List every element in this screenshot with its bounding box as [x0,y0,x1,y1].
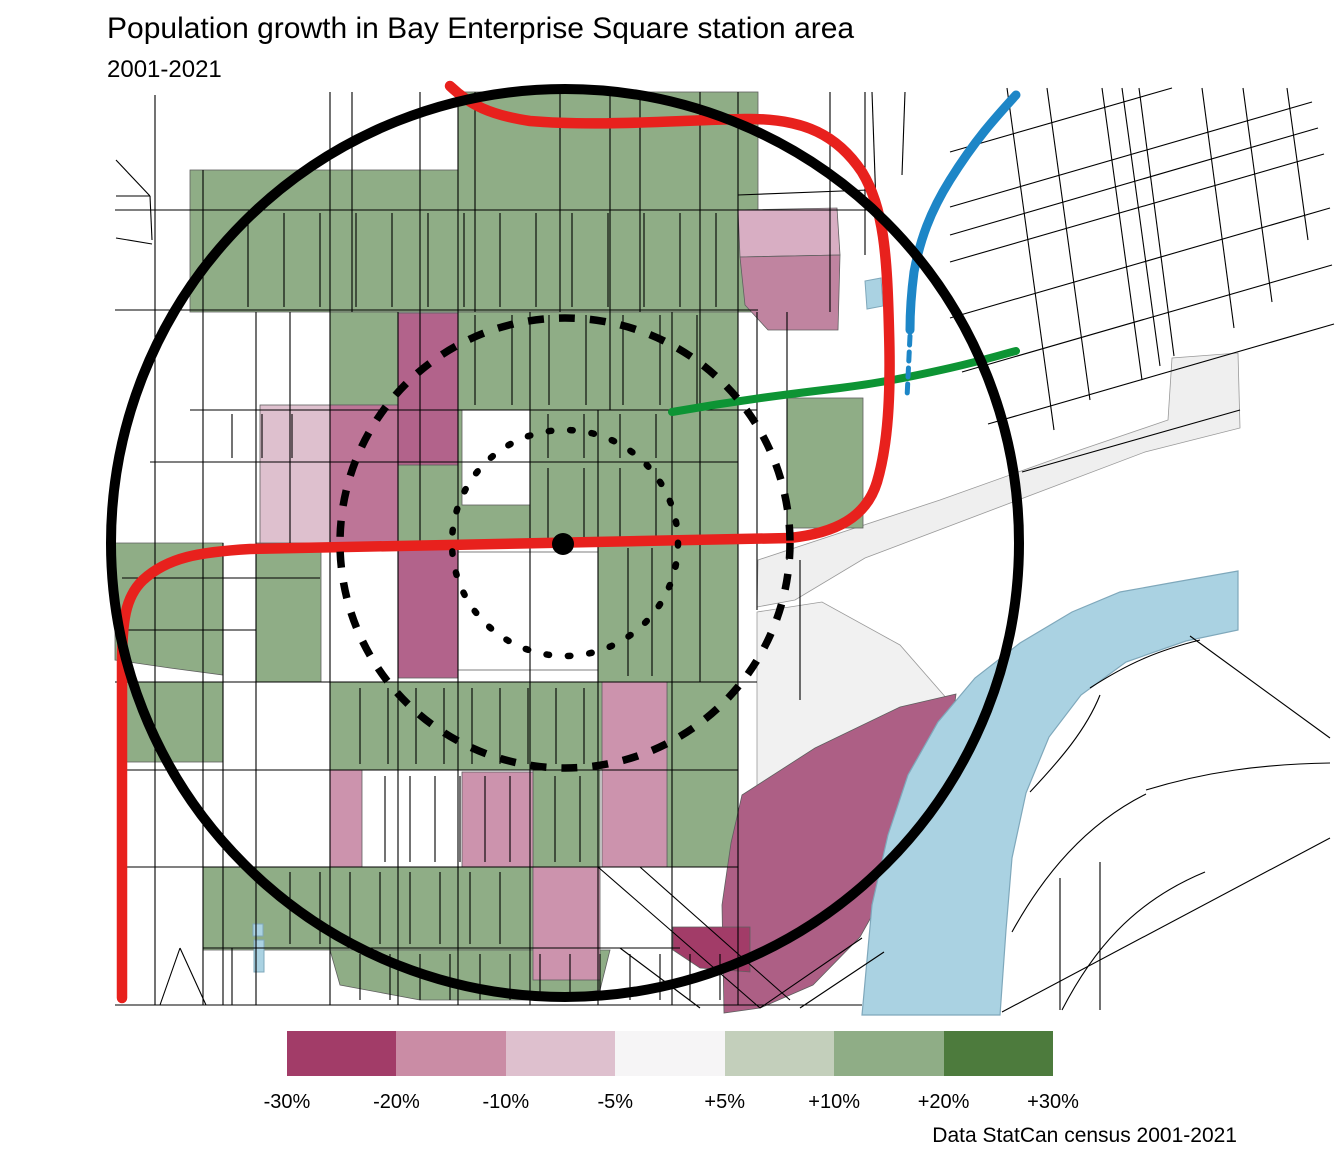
legend-label: -20% [373,1091,420,1113]
outer-ring [106,84,1024,1002]
growth-area-sw-1 [255,542,322,683]
growth-area-south-4 [532,769,601,868]
red-transit-line [116,80,895,1004]
distance-rings [106,84,1024,1002]
page-subtitle: 2001-2021 [107,56,222,83]
pond-2 [252,923,264,937]
data-source-attribution: Data StatCan census 2001-2021 [932,1124,1237,1147]
river [861,570,1239,1016]
blue-transit-line-tunnel [904,333,913,401]
legend-label: +20% [917,1091,970,1113]
station-marker [552,533,574,555]
growth-area-south-3 [666,681,739,771]
legend-swatch-1 [287,1031,397,1076]
legend-swatch-5 [724,1031,835,1076]
legend-label: -5% [597,1091,634,1113]
legend-label: +30% [1027,1091,1079,1113]
rail-corridor-area [756,352,1241,608]
growth-area-south-6 [202,866,534,951]
legend-swatch-4 [615,1031,725,1076]
growth-area-mid-col [329,311,399,406]
growth-area-south-2 [329,681,608,771]
legend-label: +5% [704,1091,745,1113]
legend-labels: -30% -20% -10% -5% +5% +10% +20% +30% [264,1091,1079,1117]
inner-ring-dotted [448,426,682,660]
legend-swatch-7 [943,1031,1053,1076]
decline-area-ne-dark [739,254,841,331]
growth-area-south-5 [666,769,739,868]
blue-transit-line [905,90,1021,335]
decline-area-magenta-col-lower [397,546,459,679]
legend-label: -30% [263,1091,311,1113]
decline-area-pink-strip [329,769,363,868]
decline-area-magenta-col-upper [397,312,459,466]
growth-area-top-left [189,169,459,313]
decline-area-pink-block-2 [532,866,601,981]
growth-area-south-1 [597,542,739,683]
decline-area-pink-col-mid [329,404,399,544]
street-lines [115,87,1335,1013]
legend-swatch-2 [396,1031,506,1076]
decline-area-riverside [721,693,957,1014]
middle-ring-dashed [336,314,794,772]
growth-area-east-col [786,397,864,529]
legend-label: +10% [808,1091,860,1113]
pond-1 [864,277,884,310]
decline-area-lightpink-col [259,404,331,544]
decline-area-ne-light [737,207,841,258]
stable-block-1 [461,409,531,506]
legend-swatch-6 [834,1031,944,1076]
decline-area-pink-col-south [601,681,668,868]
decline-area-pink-block-1 [461,771,534,868]
legend-color-bar [287,1031,1053,1076]
legend-swatch-3 [505,1031,616,1076]
growth-area-center-left [397,464,459,544]
legend-label: -10% [482,1091,530,1113]
choropleth-regions [114,91,1241,1014]
page-title: Population growth in Bay Enterprise Squa… [107,12,855,45]
